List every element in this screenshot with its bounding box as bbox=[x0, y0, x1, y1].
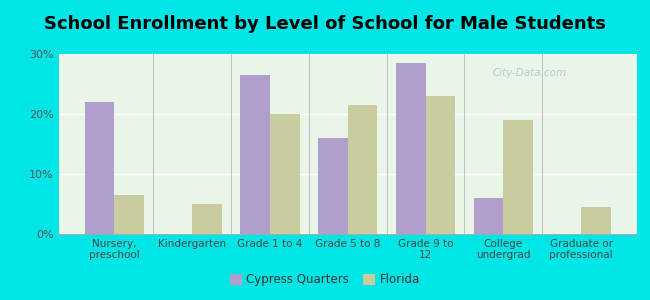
Bar bbox=[581, 207, 611, 234]
Bar bbox=[318, 138, 348, 234]
Text: City-Data.com: City-Data.com bbox=[493, 68, 567, 78]
Bar bbox=[84, 102, 114, 234]
Legend: Cypress Quarters, Florida: Cypress Quarters, Florida bbox=[225, 269, 425, 291]
Bar bbox=[426, 96, 455, 234]
Bar bbox=[396, 63, 426, 234]
Bar bbox=[270, 114, 300, 234]
Bar bbox=[348, 105, 377, 234]
Bar bbox=[503, 120, 533, 234]
Bar bbox=[114, 195, 144, 234]
Bar bbox=[474, 198, 503, 234]
Bar bbox=[192, 204, 222, 234]
Text: School Enrollment by Level of School for Male Students: School Enrollment by Level of School for… bbox=[44, 15, 606, 33]
Bar bbox=[240, 75, 270, 234]
